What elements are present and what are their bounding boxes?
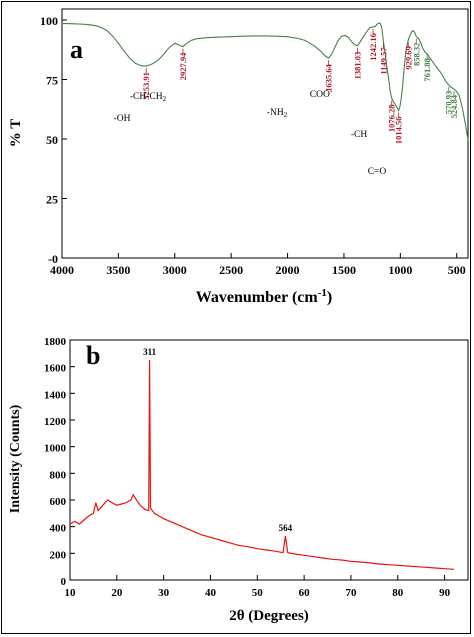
peak-label: 1635.64 — [324, 63, 334, 91]
y-tick-label: 50 — [46, 133, 58, 147]
xrd-y-axis: 0 200 400 600 800 1000 1200 1400 1600 1800 — [44, 336, 75, 588]
ftir-x-axis: 4000 3500 3000 2500 2000 1500 1000 500 — [50, 253, 466, 277]
x-tick-label: 3000 — [163, 263, 187, 277]
y-tick-label: 1600 — [44, 363, 67, 375]
peak-label: 1381.03 — [352, 52, 362, 80]
group-label-oh: -OH — [114, 114, 131, 124]
y-tick-label: 75 — [46, 74, 58, 88]
x-tick-label: 40 — [205, 587, 217, 599]
xrd-y-axis-label: Intensity (Counts) — [8, 404, 23, 513]
ftir-plot-frame — [61, 8, 469, 259]
x-tick-label: 4000 — [50, 263, 74, 277]
ftir-x-axis-label: Wavenumber (cm-1) — [196, 287, 332, 306]
ftir-spectrum-line — [62, 22, 469, 141]
y-tick-label: -0 — [48, 252, 58, 266]
x-tick-label: 1000 — [388, 263, 412, 277]
y-tick-label: 0 — [61, 576, 67, 588]
x-tick-label: 1500 — [332, 263, 356, 277]
x-tick-label: 60 — [299, 587, 311, 599]
ftir-peak-annotations: 3253.91 2927.94 1635.64 1381.03 1242.161149.… — [141, 29, 459, 144]
x-tick-label: 50 — [252, 587, 264, 599]
x-tick-label: 30 — [158, 587, 170, 599]
group-label-co: C=O — [368, 167, 387, 177]
group-label-chch2: -CH-CH2 — [130, 92, 167, 103]
ftir-panel-label: a — [70, 35, 83, 64]
y-tick-label: 200 — [50, 549, 67, 561]
ftir-panel: a -0 25 50 75 100 4000 3500 3000 2500 2000 1500 10… — [8, 8, 469, 306]
group-label-coo: COO- — [310, 87, 333, 100]
x-tick-label: 2500 — [219, 263, 243, 277]
x-tick-label: 90 — [439, 587, 451, 599]
y-tick-label: 1400 — [44, 389, 67, 401]
peak-label: 564 — [279, 523, 293, 533]
xrd-peak-annotations: 311 564 — [143, 347, 293, 533]
xrd-x-axis: 10 20 30 40 50 60 70 80 90 — [65, 575, 451, 599]
peak-label: 3253.91 — [141, 72, 151, 100]
y-tick-label: 1800 — [44, 336, 67, 348]
ftir-y-axis: -0 25 50 75 100 — [40, 14, 67, 266]
peak-label: 570.93 — [444, 91, 454, 114]
y-tick-label: 1000 — [44, 443, 67, 455]
x-tick-label: 80 — [392, 587, 404, 599]
x-tick-label: 20 — [111, 587, 123, 599]
peak-label: 1076.28 — [387, 105, 397, 133]
peak-label: 858.32 — [411, 43, 421, 66]
peak-label: 2927.94 — [178, 52, 188, 80]
x-tick-label: 10 — [65, 587, 77, 599]
y-tick-label: 800 — [50, 469, 67, 481]
x-tick-label: 3500 — [106, 263, 130, 277]
xrd-panel-label: b — [86, 341, 100, 370]
xrd-x-axis-label: 2θ (Degrees) — [229, 608, 309, 624]
group-label-nh2: -NH2 — [267, 108, 288, 119]
x-tick-label: 70 — [345, 587, 357, 599]
x-tick-label: 500 — [448, 263, 466, 277]
ftir-y-axis-label: % T — [8, 119, 24, 147]
group-label-ch: -CH — [351, 130, 368, 140]
peak-label: 1242.16 — [368, 33, 378, 61]
y-tick-label: 600 — [50, 496, 67, 508]
y-tick-label: 25 — [46, 193, 58, 207]
x-tick-label: 2000 — [276, 263, 300, 277]
xrd-pattern-line — [69, 359, 455, 570]
y-tick-label: 400 — [50, 523, 67, 535]
peak-label: 1014.56 — [394, 116, 404, 144]
peak-label: 1149.57 — [378, 47, 388, 75]
y-tick-label: 1200 — [44, 416, 67, 428]
y-tick-label: 100 — [40, 14, 58, 28]
peak-label: 761.88 — [422, 58, 432, 81]
peak-label: 929.69 — [403, 46, 413, 69]
peak-label: 524.84 — [449, 94, 459, 118]
peak-label: 311 — [143, 347, 157, 357]
xrd-panel: b 0 200 400 600 800 1000 1200 1400 1600 1800 10 20… — [8, 336, 469, 624]
ftir-group-labels: -OH -CH-CH2 -NH2 COO- -CH C=O — [114, 87, 387, 177]
xrd-plot-frame — [69, 339, 469, 581]
